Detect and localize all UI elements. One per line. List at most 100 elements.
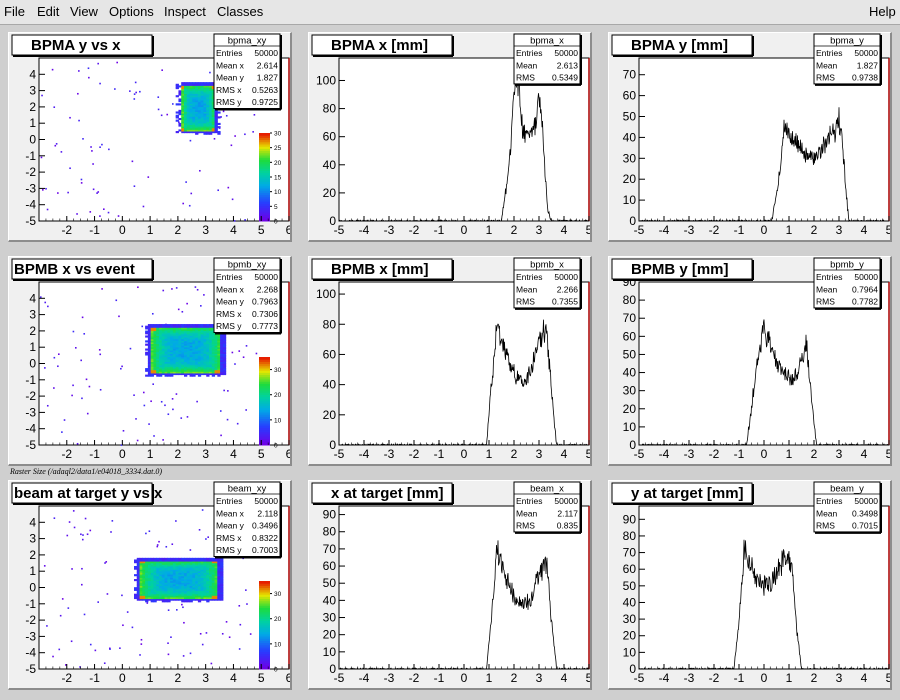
heatmap-cell <box>220 572 224 575</box>
heatmap-cell <box>197 341 202 345</box>
heatmap-cell <box>172 343 177 346</box>
heatmap-cell <box>170 582 174 585</box>
heatmap-cell <box>217 564 221 567</box>
heatmap-cell <box>211 353 216 356</box>
heatmap-cell <box>200 96 204 99</box>
y-tick-label: 1 <box>29 564 36 578</box>
heatmap-cell <box>220 369 224 372</box>
heatmap-cell <box>192 361 196 364</box>
menu-inspect[interactable]: Inspect <box>164 4 206 19</box>
pad-beam-xy[interactable]: 0 10 20 30 -2 -1 0 1 2 3 4 5 6 -5 -4 -3 -2 -1 0 1 2 3 4 beam at… <box>8 480 292 690</box>
heatmap-cell <box>159 340 163 343</box>
heatmap-cell <box>175 346 179 350</box>
heatmap-cell <box>175 572 179 575</box>
heatmap-cell <box>192 364 196 367</box>
heatmap-cell <box>214 585 218 588</box>
pad-bpmb-xy[interactable]: 0 10 20 30 -2 -1 0 1 2 3 4 5 6 -5 -4 -3 -2 -1 0 1 2 3 4 BPMB x … <box>8 256 292 466</box>
heatmap-cell <box>136 590 141 593</box>
heatmap-cell <box>189 557 193 560</box>
pad-beam-y[interactable]: -5 -4 -3 -2 -1 0 1 2 3 4 5 0 10 20 30 40 50 60 70 80 90 y at … <box>608 480 892 690</box>
heatmap-cell <box>153 572 157 575</box>
heatmap-cell <box>159 562 163 565</box>
heatmap-cell <box>175 335 179 338</box>
heatmap-cell <box>161 595 166 598</box>
heatmap-cell <box>200 90 204 93</box>
heatmap-cell <box>203 83 207 86</box>
heatmap-cell <box>161 358 166 361</box>
heatmap-cell <box>159 358 163 361</box>
scatter-point <box>225 114 228 117</box>
heatmap-cell <box>170 575 174 578</box>
x-tick-label: -5 <box>634 223 645 237</box>
scatter-point <box>171 398 174 400</box>
heatmap-cell <box>186 564 191 567</box>
scatter-point <box>234 363 236 365</box>
menu-help[interactable]: Help <box>869 4 896 19</box>
heatmap-cell <box>186 114 191 117</box>
x-tick-label: -2 <box>409 671 420 685</box>
heatmap-cell <box>178 583 182 587</box>
heatmap-cell <box>200 121 204 124</box>
heatmap-cell <box>181 369 185 372</box>
pad-bpma-xy[interactable]: 0 5 10 15 20 25 30 -2 -1 0 1 2 3 4 5 6 -5 -4 -3 -2 -1 0 1 2 3 4 BP… <box>8 32 292 242</box>
heatmap-cell <box>189 582 193 585</box>
heatmap-cell <box>167 561 171 564</box>
heatmap-cell <box>186 353 191 356</box>
scatter-point <box>139 654 141 656</box>
heatmap-cell <box>172 562 177 565</box>
heatmap-cell <box>167 570 171 574</box>
x-tick-label: 3 <box>202 447 209 461</box>
menu-classes[interactable]: Classes <box>217 4 264 19</box>
y-tick-label: 100 <box>316 73 336 87</box>
heatmap-cell <box>206 96 210 99</box>
heatmap-cell <box>167 572 171 575</box>
heatmap-cell <box>153 600 157 603</box>
heatmap-cell <box>175 351 179 354</box>
heatmap-cell <box>189 96 193 99</box>
pad-bpma-x[interactable]: -5 -4 -3 -2 -1 0 1 2 3 4 5 0 20 40 60 80 100 BPMA x [mm] b… <box>308 32 592 242</box>
x-tick-label: 2 <box>511 447 518 461</box>
heatmap-cell <box>170 565 174 569</box>
heatmap-cell <box>136 562 141 565</box>
heatmap-cell <box>147 338 152 341</box>
pad-bpmb-x[interactable]: -5 -4 -3 -2 -1 0 1 2 3 4 5 0 20 40 60 80 100 BPMB x [mm] b… <box>308 256 592 466</box>
heatmap-cell <box>178 366 182 369</box>
heatmap-cell <box>178 579 182 582</box>
color-scale-bin <box>259 431 270 435</box>
heatmap-cell <box>206 579 210 582</box>
pad-beam-x[interactable]: -5 -4 -3 -2 -1 0 1 2 3 4 5 0 10 20 30 40 50 60 70 80 90 x at … <box>308 480 592 690</box>
heatmap-cell <box>211 364 216 367</box>
heatmap-cell <box>184 85 188 88</box>
scatter-point <box>152 383 155 385</box>
menu-options[interactable]: Options <box>109 4 154 19</box>
heatmap-cell <box>200 587 204 590</box>
heatmap-cell <box>145 587 149 590</box>
x-tick-label: -1 <box>734 223 745 237</box>
heatmap-cell <box>200 82 204 85</box>
stats-name: bpma_xy <box>228 36 267 47</box>
stats-label: Mean x <box>216 508 245 518</box>
chart-title: y at target [mm] <box>611 482 754 505</box>
heatmap-cell <box>220 338 224 341</box>
heatmap-cell <box>192 348 196 351</box>
heatmap-cell <box>195 579 199 582</box>
menu-file[interactable]: File <box>4 4 25 19</box>
heatmap-cell <box>175 585 179 588</box>
menu-edit[interactable]: Edit <box>37 4 60 19</box>
pad-bpma-y[interactable]: -5 -4 -3 -2 -1 0 1 2 3 4 5 0 10 20 30 40 50 60 70 BPMA y [m… <box>608 32 892 242</box>
title-text: y at target [mm] <box>631 485 744 502</box>
heatmap-cell <box>209 337 213 340</box>
heatmap-cell <box>156 557 160 560</box>
heatmap-cell <box>145 569 149 572</box>
menu-view[interactable]: View <box>70 4 98 19</box>
heatmap-cell <box>178 582 182 585</box>
heatmap-cell <box>206 328 210 332</box>
pad-bpmb-y[interactable]: -5 -4 -3 -2 -1 0 1 2 3 4 5 0 10 20 30 40 50 60 70 80 90 BPMB … <box>608 256 892 466</box>
heatmap-cell <box>189 364 193 367</box>
heatmap-cell <box>181 131 185 134</box>
heatmap-cell <box>214 564 218 567</box>
heatmap-cell <box>197 126 202 129</box>
root-canvas[interactable]: 0 5 10 15 20 25 30 -2 -1 0 1 2 3 4 5 6 -5 -4 -3 -2 -1 0 1 2 3 4 BP… <box>0 25 900 700</box>
heatmap-cell <box>167 374 171 377</box>
